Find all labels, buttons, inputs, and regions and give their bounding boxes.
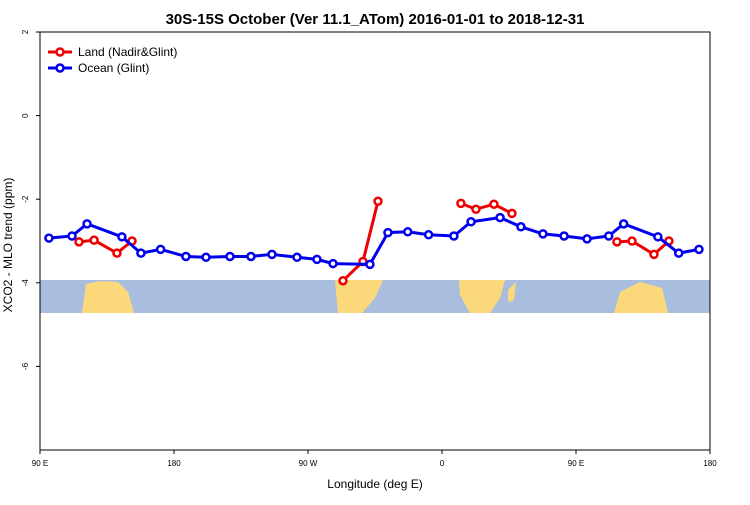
point (89, 235, 99, 245)
point (365, 259, 375, 270)
y-axis-label: XCO2 - MLO trend (ppm) (1, 178, 15, 313)
map-band (40, 280, 710, 313)
point (582, 234, 592, 244)
point (312, 254, 322, 265)
legend-marker (55, 47, 65, 57)
y-tick-label: 0 (21, 113, 30, 118)
point (627, 236, 637, 246)
point (559, 231, 569, 241)
point (201, 252, 211, 263)
plot-frame (39, 31, 711, 451)
point (489, 199, 499, 209)
series-line (78, 200, 670, 282)
point (136, 248, 146, 258)
y-tick-label: -4 (21, 279, 30, 287)
point (449, 231, 459, 241)
x-tick-label: 90 E (32, 459, 48, 468)
point (292, 252, 302, 263)
point (471, 204, 481, 214)
point (618, 219, 629, 229)
legend-item: Land (Nadir&Glint) (48, 45, 177, 59)
legend-label: Ocean (Glint) (78, 61, 149, 75)
x-axis-label: Longitude (deg E) (327, 477, 422, 491)
point (604, 231, 614, 241)
point (225, 251, 235, 262)
point (181, 251, 191, 262)
legend-marker (55, 63, 65, 73)
point (117, 232, 127, 242)
x-tick-label: 90 E (568, 459, 584, 468)
point (466, 217, 476, 227)
point (74, 237, 84, 247)
series-line (48, 216, 700, 266)
point (373, 196, 383, 207)
point (44, 233, 54, 243)
x-tick-label: 180 (167, 459, 181, 468)
x-tick-label: 180 (703, 459, 717, 468)
legend-label: Land (Nadir&Glint) (78, 45, 177, 59)
point (673, 248, 684, 258)
point (383, 227, 393, 238)
y-tick-label: -6 (21, 362, 30, 370)
point (328, 258, 338, 269)
x-tick-label: 90 W (299, 459, 318, 468)
point (495, 212, 505, 223)
point (507, 208, 517, 219)
y-tick-label: -2 (21, 195, 30, 203)
point (82, 219, 92, 229)
point (694, 244, 704, 255)
point (516, 222, 526, 232)
point (155, 244, 166, 255)
point (246, 251, 256, 262)
point (612, 237, 622, 247)
point (423, 229, 434, 240)
point (67, 231, 77, 241)
point (653, 232, 663, 242)
y-tick-label: 2 (21, 29, 30, 34)
point (112, 248, 122, 258)
point (403, 227, 413, 237)
point (456, 198, 466, 209)
point (338, 275, 348, 286)
chart-title: 30S-15S October (Ver 11.1_ATom) 2016-01-… (166, 11, 585, 28)
point (267, 249, 277, 260)
legend-item: Ocean (Glint) (48, 61, 149, 75)
point (538, 229, 548, 239)
x-tick-label: 0 (440, 459, 445, 468)
point (649, 249, 659, 260)
